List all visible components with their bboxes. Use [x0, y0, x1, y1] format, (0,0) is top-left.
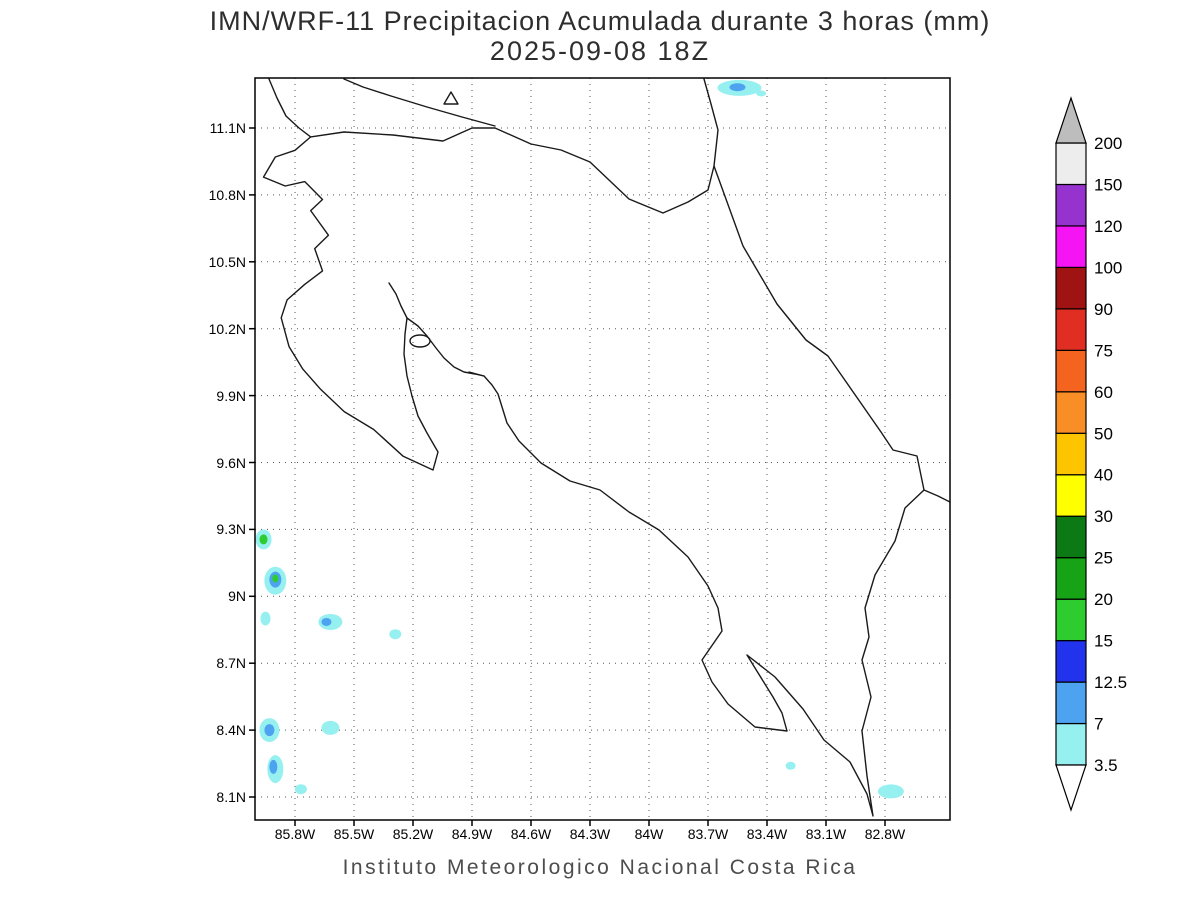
precip-cell	[259, 534, 268, 545]
lon-tick-label: 84W	[634, 826, 664, 842]
colorbar-label: 3.5	[1094, 756, 1118, 775]
colorbar-segment	[1055, 183, 1087, 227]
precip-cell	[264, 724, 275, 737]
costa-rica-outline	[262, 127, 925, 817]
colorbar-label: 100	[1094, 258, 1122, 277]
colorbar-segment	[1055, 349, 1087, 393]
colorbar-over-arrow	[1055, 96, 1087, 144]
lat-tick-label: 10.5N	[208, 253, 246, 270]
colorbar-segment	[1055, 266, 1087, 310]
precip-cell	[260, 611, 271, 626]
colorbar-label: 25	[1094, 549, 1113, 568]
precip-cell	[269, 759, 278, 774]
lat-tick-label: 8.1N	[216, 789, 246, 805]
nicaragua-caribbean-coast	[703, 78, 719, 167]
lon-tick-label: 84.6W	[510, 826, 552, 842]
precip-cell	[785, 761, 796, 770]
colorbar-label: 150	[1094, 175, 1122, 194]
axis-ticks	[249, 127, 886, 826]
colorbar-segment	[1055, 142, 1087, 186]
lake-nicaragua-shore	[343, 78, 496, 127]
precip-cell	[321, 617, 332, 626]
colorbar-label: 20	[1094, 590, 1113, 609]
lon-tick-label: 83.1W	[805, 826, 847, 842]
figure-subtitle: 2025-09-08 18Z	[489, 36, 711, 66]
lat-tick-label: 8.7N	[216, 655, 246, 672]
precip-cell	[272, 574, 279, 583]
colorbar-label: 30	[1094, 507, 1113, 526]
colorbar-label: 15	[1094, 632, 1113, 651]
precip-cell	[729, 83, 746, 92]
colorbar-label: 200	[1094, 134, 1122, 153]
precip-cell	[389, 629, 402, 640]
colorbar-under-arrow	[1055, 764, 1087, 812]
lat-tick-label: 10.2N	[208, 320, 246, 337]
precipitation-cells	[255, 79, 904, 799]
lat-tick-label: 9.3N	[216, 521, 246, 538]
figure-title: IMN/WRF-11 Precipitacion Acumulada duran…	[209, 6, 991, 36]
colorbar-segment	[1055, 639, 1087, 683]
lon-tick-label: 83.4W	[746, 826, 788, 842]
colorbar-segment	[1055, 598, 1087, 642]
lon-tick-label: 82.8W	[864, 826, 906, 842]
coastlines	[262, 78, 950, 817]
precip-cell	[756, 90, 767, 97]
colorbar-segment	[1055, 681, 1087, 725]
lat-tick-label: 9N	[228, 588, 246, 605]
colorbar-segment	[1055, 474, 1087, 517]
colorbar-segment	[1055, 391, 1087, 434]
colorbar-label: 12.5	[1094, 673, 1127, 692]
precip-cell	[294, 784, 307, 795]
colorbar-label: 40	[1094, 466, 1113, 485]
lon-tick-label: 85.2W	[392, 826, 434, 842]
tempisque-river	[388, 282, 408, 319]
lon-tick-label: 85.8W	[274, 826, 316, 842]
map-frame	[254, 77, 951, 821]
map-plot-area	[255, 78, 950, 820]
figure-caption: Instituto Meteorologico Nacional Costa R…	[342, 856, 858, 879]
colorbar-label: 50	[1094, 424, 1113, 443]
lat-tick-label: 10.8N	[208, 186, 246, 203]
lat-tick-label: 11.1N	[209, 120, 246, 136]
colorbar: 3.5 7 12.5 15 20 25 30 40 50 60 75 90 100 120 150 200	[1055, 96, 1127, 812]
colorbar-segment	[1055, 515, 1087, 559]
colorbar-label: 120	[1094, 217, 1122, 236]
colorbar-label: 60	[1094, 383, 1113, 402]
map-panel	[249, 77, 951, 826]
colorbar-segment	[1055, 432, 1087, 476]
colorbar-label: 75	[1094, 341, 1113, 360]
lat-tick-label: 9.9N	[216, 387, 246, 404]
isla-chira	[409, 334, 431, 348]
solentiname-island	[443, 91, 459, 105]
lat-tick-label: 9.6N	[216, 454, 246, 471]
precip-cell	[321, 720, 340, 735]
caribbean-coast-exit	[923, 489, 950, 503]
colorbar-segment	[1055, 722, 1087, 766]
precip-cell	[877, 784, 904, 799]
gridlines	[255, 78, 950, 820]
colorbar-label: 90	[1094, 300, 1113, 319]
lon-tick-label: 84.9W	[451, 826, 493, 842]
lat-tick-label: 8.4N	[216, 722, 246, 739]
colorbar-segment	[1055, 225, 1087, 269]
lon-tick-label: 85.5W	[333, 826, 375, 842]
colorbar-segment	[1055, 557, 1087, 600]
colorbar-segment	[1055, 308, 1087, 351]
puntarenas-spit	[468, 371, 485, 377]
lon-tick-label: 84.3W	[569, 826, 611, 842]
lon-tick-label: 83.7W	[687, 826, 729, 842]
colorbar-label: 7	[1094, 715, 1103, 734]
nicaragua-pacific-coast	[268, 78, 312, 138]
